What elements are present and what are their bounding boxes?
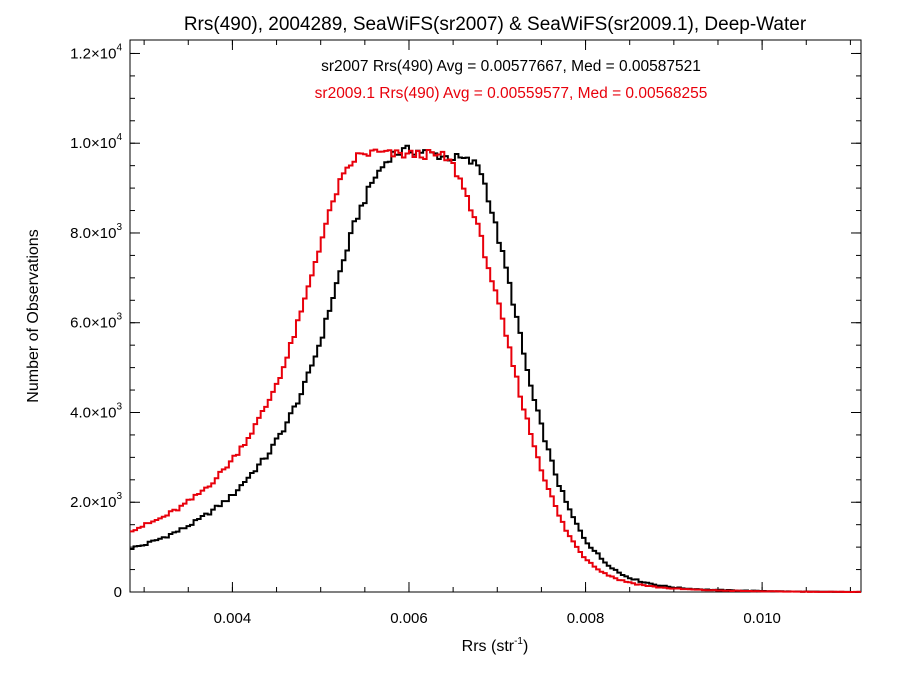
x-tick-label: 0.008 [567,610,605,627]
series-layer [130,144,861,593]
series-sr2007-line [130,144,861,593]
legend-entry: sr2007 Rrs(490) Avg = 0.00577667, Med = … [321,58,701,75]
y-axis-ticks: 0 2.0×103 4.0×103 6.0×103 8.0×103 1.0×104 1.2×… [70,42,861,601]
y-tick-label: 1.2×104 [70,42,122,62]
y-tick-label: 0 [114,584,122,601]
series-sr2009-1-line [130,148,861,593]
y-tick-label: 8.0×103 [70,222,122,242]
x-axis-ticks: 0.004 0.006 0.008 0.010 [143,40,851,627]
legend-entry: sr2009.1 Rrs(490) Avg = 0.00559577, Med … [315,85,708,102]
x-axis-label: Rrs (str-1) [462,636,529,655]
y-tick-label: 1.0×104 [70,132,122,152]
x-axis-label-sup: -1 [514,636,523,647]
x-axis-label-base: Rrs (str [462,638,515,655]
chart-title: Rrs(490), 2004289, SeaWiFS(sr2007) & Sea… [184,14,807,35]
x-axis-label-tail: ) [523,638,528,655]
plot-frame [129,39,862,593]
y-tick-label: 2.0×103 [70,491,122,511]
legend: sr2007 Rrs(490) Avg = 0.00577667, Med = … [315,58,708,102]
y-tick-label: 6.0×103 [70,312,122,332]
y-tick-label: 4.0×103 [70,401,122,421]
x-tick-label: 0.006 [390,610,428,627]
x-tick-label: 0.004 [214,610,252,627]
plot-area: 0.004 0.006 0.008 0.010 0 2.0×103 4.0×103 6.0×… [70,39,862,627]
y-axis-label: Number of Observations [25,229,42,402]
x-tick-label: 0.010 [743,610,781,627]
